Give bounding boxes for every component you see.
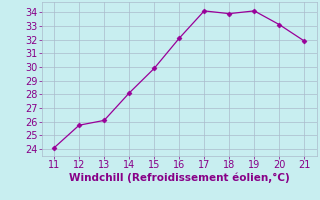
X-axis label: Windchill (Refroidissement éolien,°C): Windchill (Refroidissement éolien,°C) xyxy=(69,173,290,183)
